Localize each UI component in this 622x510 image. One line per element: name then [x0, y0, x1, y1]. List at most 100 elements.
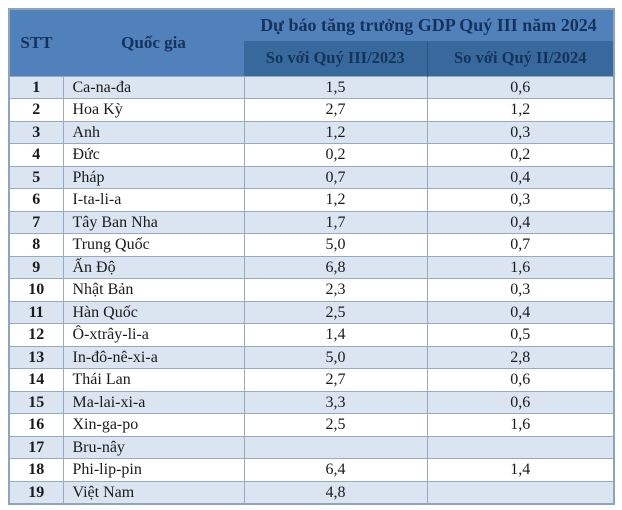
- row-q3-vs-2023: 1,7: [243, 210, 428, 234]
- table-row: 17 Bru-nây: [8, 435, 615, 459]
- row-country: Nhật Bản: [62, 278, 245, 302]
- row-stt: 13: [8, 345, 64, 369]
- row-q3-vs-2023: 5,0: [243, 233, 428, 257]
- table-row: 5 Pháp 0,7 0,4: [8, 165, 615, 189]
- table-row: 8 Trung Quốc 5,0 0,7: [8, 233, 615, 257]
- row-q2-vs-2024: 0,4: [426, 210, 615, 234]
- row-q3-vs-2023: 1,2: [243, 120, 428, 144]
- row-stt: 19: [8, 480, 64, 504]
- row-q3-vs-2023: 2,5: [243, 300, 428, 324]
- row-q2-vs-2024: 0,6: [426, 75, 615, 99]
- row-q2-vs-2024: 2,8: [426, 345, 615, 369]
- row-country: Pháp: [62, 165, 245, 189]
- header-stt: STT: [9, 9, 63, 76]
- row-q2-vs-2024: [426, 435, 615, 459]
- row-q3-vs-2023: 2,7: [243, 98, 428, 122]
- row-stt: 12: [8, 323, 64, 347]
- row-q3-vs-2023: 2,7: [243, 368, 428, 392]
- row-stt: 5: [8, 165, 64, 189]
- row-country: Đức: [62, 143, 245, 167]
- row-stt: 8: [8, 233, 64, 257]
- table-row: 16 Xin-ga-po 2,5 1,6: [8, 413, 615, 437]
- table-row: 14 Thái Lan 2,7 0,6: [8, 368, 615, 392]
- row-q2-vs-2024: 0,3: [426, 120, 615, 144]
- row-q3-vs-2023: 5,0: [243, 345, 428, 369]
- row-country: Ca-na-đa: [62, 75, 245, 99]
- table-row: 3 Anh 1,2 0,3: [8, 120, 615, 144]
- row-q2-vs-2024: 0,6: [426, 368, 615, 392]
- row-country: Ma-lai-xi-a: [62, 390, 245, 414]
- row-country: Phi-lip-pin: [62, 458, 245, 482]
- row-stt: 10: [8, 278, 64, 302]
- table-row: 6 I-ta-li-a 1,2 0,3: [8, 188, 615, 212]
- row-stt: 4: [8, 143, 64, 167]
- row-q2-vs-2024: [426, 480, 615, 504]
- row-q3-vs-2023: 0,2: [243, 143, 428, 167]
- row-q2-vs-2024: 0,7: [426, 233, 615, 257]
- table-header: STT Quốc gia Dự báo tăng trưởng GDP Quý …: [9, 9, 614, 76]
- table-row: 10 Nhật Bản 2,3 0,3: [8, 278, 615, 302]
- header-vs-q2-2024: So với Quý II/2024: [426, 41, 614, 76]
- table-row: 4 Đức 0,2 0,2: [8, 143, 615, 167]
- table-row: 9 Ấn Độ 6,8 1,6: [8, 255, 615, 279]
- table-row: 19 Việt Nam 4,8: [8, 480, 615, 504]
- header-country: Quốc gia: [63, 9, 244, 76]
- row-q2-vs-2024: 0,6: [426, 390, 615, 414]
- table-body: 1 Ca-na-đa 1,5 0,6 2 Hoa Kỳ 2,7 1,2 3 An…: [8, 75, 615, 504]
- row-stt: 15: [8, 390, 64, 414]
- row-country: Ấn Độ: [62, 255, 245, 279]
- row-country: Bru-nây: [62, 435, 245, 459]
- row-stt: 9: [8, 255, 64, 279]
- row-q3-vs-2023: 4,8: [243, 480, 428, 504]
- table-row: 7 Tây Ban Nha 1,7 0,4: [8, 210, 615, 234]
- table-row: 15 Ma-lai-xi-a 3,3 0,6: [8, 390, 615, 414]
- row-q2-vs-2024: 1,2: [426, 98, 615, 122]
- row-q2-vs-2024: 0,5: [426, 323, 615, 347]
- row-country: Việt Nam: [62, 480, 245, 504]
- table-row: 2 Hoa Kỳ 2,7 1,2: [8, 98, 615, 122]
- row-stt: 7: [8, 210, 64, 234]
- row-q2-vs-2024: 1,6: [426, 413, 615, 437]
- row-stt: 1: [8, 75, 64, 99]
- row-country: Anh: [62, 120, 245, 144]
- table-row: 18 Phi-lip-pin 6,4 1,4: [8, 458, 615, 482]
- row-q2-vs-2024: 0,2: [426, 143, 615, 167]
- row-country: Ô-xtrây-li-a: [62, 323, 245, 347]
- row-q3-vs-2023: 1,2: [243, 188, 428, 212]
- row-q3-vs-2023: 1,5: [243, 75, 428, 99]
- row-stt: 2: [8, 98, 64, 122]
- row-q2-vs-2024: 1,6: [426, 255, 615, 279]
- row-q3-vs-2023: 2,3: [243, 278, 428, 302]
- header-group-gdp-forecast: Dự báo tăng trưởng GDP Quý III năm 2024: [244, 9, 614, 41]
- row-stt: 6: [8, 188, 64, 212]
- table-row: 1 Ca-na-đa 1,5 0,6: [8, 75, 615, 99]
- row-country: Trung Quốc: [62, 233, 245, 257]
- row-stt: 17: [8, 435, 64, 459]
- row-country: Hoa Kỳ: [62, 98, 245, 122]
- row-q3-vs-2023: 0,7: [243, 165, 428, 189]
- row-q2-vs-2024: 0,4: [426, 165, 615, 189]
- row-country: I-ta-li-a: [62, 188, 245, 212]
- row-stt: 3: [8, 120, 64, 144]
- row-country: Tây Ban Nha: [62, 210, 245, 234]
- row-q3-vs-2023: 6,8: [243, 255, 428, 279]
- row-q3-vs-2023: 1,4: [243, 323, 428, 347]
- table-row: 12 Ô-xtrây-li-a 1,4 0,5: [8, 323, 615, 347]
- header-vs-q3-2023: So với Quý III/2023: [244, 41, 427, 76]
- row-stt: 14: [8, 368, 64, 392]
- row-stt: 16: [8, 413, 64, 437]
- row-q3-vs-2023: 2,5: [243, 413, 428, 437]
- row-q3-vs-2023: [243, 435, 428, 459]
- row-stt: 18: [8, 458, 64, 482]
- row-q2-vs-2024: 0,4: [426, 300, 615, 324]
- table-row: 13 In-đô-nê-xi-a 5,0 2,8: [8, 345, 615, 369]
- row-q3-vs-2023: 6,4: [243, 458, 428, 482]
- row-q2-vs-2024: 0,3: [426, 188, 615, 212]
- row-q2-vs-2024: 0,3: [426, 278, 615, 302]
- row-country: Xin-ga-po: [62, 413, 245, 437]
- row-q3-vs-2023: 3,3: [243, 390, 428, 414]
- row-stt: 11: [8, 300, 64, 324]
- row-country: Hàn Quốc: [62, 300, 245, 324]
- gdp-forecast-table: STT Quốc gia Dự báo tăng trưởng GDP Quý …: [8, 8, 615, 505]
